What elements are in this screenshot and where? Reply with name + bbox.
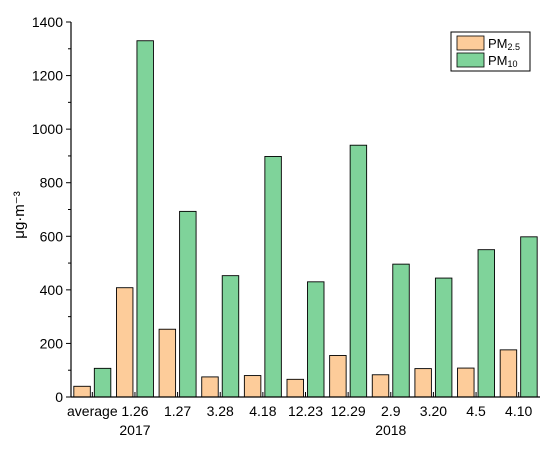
bar-pm25-4.5 [457, 367, 475, 398]
bar-pm10-1.26 [136, 40, 154, 398]
legend: PM2.5 PM10 [450, 31, 531, 72]
x-tick-label: 1.27 [164, 403, 191, 419]
bars-group [73, 40, 538, 398]
axes-group: average 1.26 1.27 3.28 4.18 12.23 12.29 2.9 3.20… [32, 14, 540, 438]
bar-pm25-3.20 [414, 368, 432, 398]
x-tick-label: 4.5 [466, 403, 486, 419]
year-label-2017: 2017 [119, 422, 150, 438]
x-tick-label: 12.23 [288, 403, 323, 419]
bar-pm10-1.27 [179, 210, 197, 398]
bar-pm10-2.9 [392, 263, 410, 398]
year-label-2018: 2018 [375, 422, 406, 438]
x-tick-label: 1.26 [121, 403, 148, 419]
bar-pm10-12.29 [349, 144, 368, 398]
x-tick-label: 4.10 [505, 403, 532, 419]
legend-swatch-pm25 [456, 35, 485, 51]
bar-pm10-4.5 [477, 249, 495, 398]
bar-pm10-12.23 [307, 281, 325, 398]
y-axis-title: μg·m⁻³ [11, 191, 28, 238]
x-tick-label: 3.20 [420, 403, 447, 419]
x-tick-label: 12.29 [331, 403, 366, 419]
bar-pm25-1.26 [115, 287, 134, 398]
bar-pm25-12.29 [329, 355, 347, 398]
bar-pm25-4.10 [499, 349, 518, 398]
legend-label-pm25: PM2.5 [488, 36, 520, 52]
y-tick-label: 200 [40, 335, 64, 351]
bar-pm25-1.27 [158, 328, 177, 398]
y-tick-label: 600 [40, 228, 64, 244]
bar-pm10-average [93, 367, 112, 398]
y-tick-label: 400 [40, 282, 64, 298]
y-tick-label: 1000 [32, 121, 63, 137]
y-tick-label: 800 [40, 175, 64, 191]
bar-pm25-3.28 [201, 376, 219, 398]
x-tick-label: 4.18 [249, 403, 276, 419]
bar-pm25-4.18 [243, 375, 262, 398]
bar-pm10-4.10 [520, 236, 538, 398]
y-tick-label: 1200 [32, 68, 63, 84]
bar-pm25-12.23 [286, 378, 304, 398]
bar-pm25-average [73, 385, 91, 398]
bar-pm10-3.28 [221, 275, 240, 398]
bar-pm10-3.20 [434, 277, 453, 398]
bar-pm10-4.18 [264, 156, 282, 398]
x-tick-label: average [67, 403, 118, 419]
y-tick-label: 0 [55, 389, 63, 405]
y-tick-label: 1400 [32, 14, 63, 30]
x-tick-label: 3.28 [207, 403, 234, 419]
bar-pm25-2.9 [371, 374, 390, 398]
legend-label-pm10: PM10 [488, 53, 518, 69]
x-tick-label: 2.9 [381, 403, 401, 419]
legend-swatch-pm10 [456, 52, 485, 68]
